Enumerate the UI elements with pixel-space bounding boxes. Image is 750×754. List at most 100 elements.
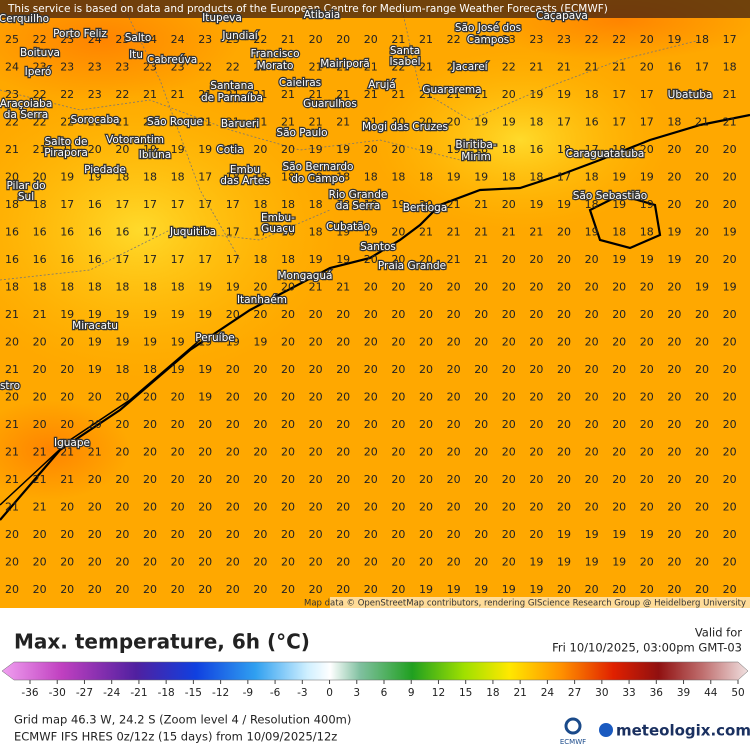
place-label: Guararema	[422, 84, 481, 96]
grid-value: 17	[640, 116, 654, 129]
grid-value: 17	[143, 198, 157, 211]
place-label: Araçoiaba	[0, 98, 52, 110]
grid-value: 20	[502, 528, 516, 541]
scale-label: 50	[731, 687, 744, 699]
grid-value: 20	[281, 501, 295, 514]
grid-value: 20	[640, 281, 654, 294]
grid-value: 19	[529, 556, 543, 569]
grid-value: 21	[281, 88, 295, 101]
place-label: Piedade	[84, 164, 126, 176]
grid-value: 20	[723, 253, 737, 266]
grid-value: 19	[667, 33, 681, 46]
grid-value: 20	[88, 556, 102, 569]
grid-value: 20	[60, 363, 74, 376]
grid-value: 22	[5, 116, 19, 129]
place-label: Cubatão	[326, 221, 370, 233]
grid-value: 20	[171, 391, 185, 404]
grid-value: 23	[88, 88, 102, 101]
grid-value: 21	[5, 308, 19, 321]
grid-value: 19	[171, 363, 185, 376]
grid-value: 22	[585, 33, 599, 46]
grid-value: 20	[115, 446, 129, 459]
color-bar	[1, 661, 749, 681]
grid-value: 20	[667, 583, 681, 596]
grid-value: 19	[474, 583, 488, 596]
grid-value: 20	[171, 116, 185, 129]
grid-value: 20	[253, 446, 267, 459]
grid-value: 20	[198, 556, 212, 569]
grid-value: 20	[226, 556, 240, 569]
grid-value: 20	[198, 446, 212, 459]
grid-value: 20	[253, 363, 267, 376]
grid-value: 20	[253, 391, 267, 404]
grid-value: 23	[557, 33, 571, 46]
grid-value: 20	[364, 33, 378, 46]
scale-label: -18	[158, 687, 175, 699]
grid-value: 20	[667, 143, 681, 156]
grid-value: 20	[695, 528, 709, 541]
grid-value: 20	[391, 501, 405, 514]
grid-value: 20	[309, 583, 323, 596]
grid-value: 22	[253, 61, 267, 74]
grid-value: 20	[171, 583, 185, 596]
grid-value: 24	[5, 61, 19, 74]
grid-value: 19	[309, 143, 323, 156]
grid-value: 21	[336, 88, 350, 101]
grid-value: 17	[198, 226, 212, 239]
grid-value: 20	[695, 501, 709, 514]
grid-value: 20	[198, 501, 212, 514]
grid-value: 18	[115, 171, 129, 184]
grid-value: 20	[336, 308, 350, 321]
valid-time: Fri 10/10/2025, 03:00pm GMT-03	[552, 641, 742, 655]
grid-value: 22	[33, 33, 47, 46]
grid-value: 17	[60, 198, 74, 211]
grid-value: 23	[5, 88, 19, 101]
grid-value: 20	[474, 418, 488, 431]
grid-value: 19	[364, 198, 378, 211]
place-label: Caçapava	[536, 10, 588, 22]
grid-value: 18	[143, 363, 157, 376]
grid-value: 18	[419, 171, 433, 184]
grid-value: 19	[336, 143, 350, 156]
grid-value: 20	[364, 308, 378, 321]
grid-value: 20	[364, 528, 378, 541]
grid-value: 21	[723, 116, 737, 129]
place-label: de Parnaíba	[201, 92, 263, 104]
grid-value: 20	[557, 226, 571, 239]
grid-value: 20	[585, 308, 599, 321]
grid-value: 20	[309, 336, 323, 349]
grid-value: 21	[5, 418, 19, 431]
grid-value: 21	[529, 61, 543, 74]
grid-value: 18	[585, 88, 599, 101]
attribution: Map data © OpenStreetMap contributors, r…	[304, 599, 746, 609]
grid-value: 20	[60, 528, 74, 541]
grid-value: 19	[171, 336, 185, 349]
grid-value: 18	[502, 171, 516, 184]
grid-value: 18	[309, 171, 323, 184]
grid-value: 20	[529, 501, 543, 514]
scale-label: 24	[541, 687, 555, 699]
grid-value: 19	[447, 143, 461, 156]
grid-value: 20	[281, 556, 295, 569]
grid-value: 20	[612, 281, 626, 294]
place-label: da Serra	[4, 109, 48, 121]
grid-value: 23	[33, 61, 47, 74]
grid-value: 20	[723, 528, 737, 541]
grid-value: 21	[474, 226, 488, 239]
grid-value: 20	[585, 336, 599, 349]
grid-value: 20	[557, 336, 571, 349]
place-label: São Sebastião	[573, 190, 647, 202]
grid-value: 19	[226, 143, 240, 156]
grid-value: 20	[309, 501, 323, 514]
grid-value: 21	[364, 116, 378, 129]
scale-label: 9	[408, 687, 415, 699]
grid-value: 19	[612, 198, 626, 211]
grid-value: 18	[226, 171, 240, 184]
grid-value: 20	[640, 336, 654, 349]
grid-value: 22	[447, 33, 461, 46]
grid-value: 20	[667, 281, 681, 294]
grid-value: 19	[198, 391, 212, 404]
grid-value: 20	[171, 501, 185, 514]
grid-value: 19	[474, 171, 488, 184]
